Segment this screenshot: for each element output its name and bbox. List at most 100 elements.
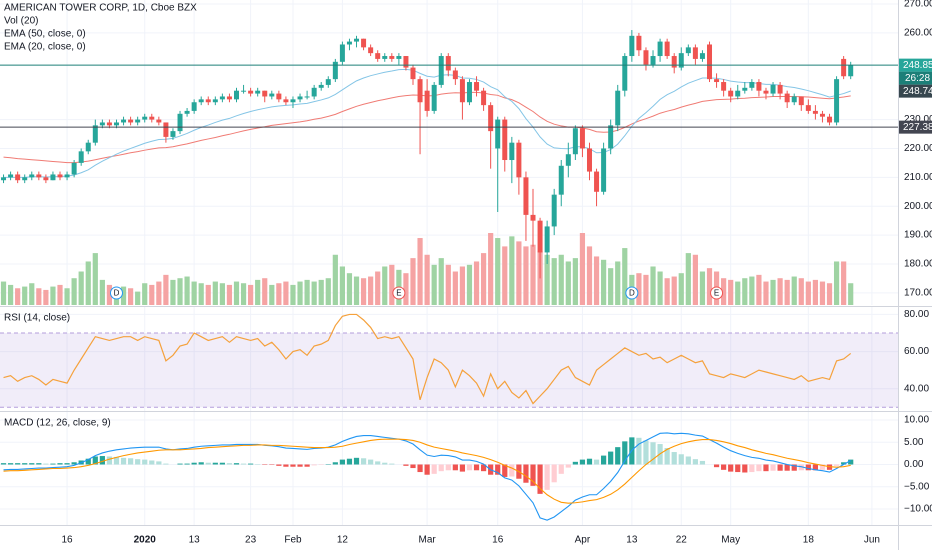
- y-tick-label: 180.00: [904, 259, 932, 270]
- volume-bar: [424, 254, 430, 305]
- volume-bar: [375, 271, 381, 305]
- volume-bar: [516, 241, 522, 305]
- legend-entry: Vol (20): [4, 16, 38, 27]
- candle-body: [262, 90, 268, 97]
- candle-body: [601, 148, 607, 192]
- candle-body: [452, 70, 458, 80]
- candle-body: [848, 65, 854, 77]
- volume-bar: [622, 248, 628, 305]
- volume-bar: [579, 233, 586, 305]
- candle-body: [742, 87, 748, 91]
- histogram-bar: [85, 458, 91, 465]
- volume-bar: [283, 281, 289, 305]
- volume-bar: [15, 288, 21, 305]
- event-label: E: [396, 289, 401, 298]
- histogram-bar: [163, 463, 169, 465]
- candle-body: [749, 82, 755, 88]
- y-tick-label: 5.00: [904, 437, 924, 448]
- candle-body: [537, 220, 543, 253]
- x-tick-label: May: [721, 535, 740, 546]
- volume-bar: [389, 264, 395, 305]
- histogram-bar: [608, 451, 614, 465]
- volume-bar: [671, 276, 677, 305]
- candle-body: [361, 38, 367, 48]
- event-marker: [625, 286, 639, 300]
- histogram-bar: [622, 441, 628, 465]
- histogram-bar: [43, 463, 49, 465]
- volume-bar: [184, 276, 190, 305]
- histogram-bar: [106, 456, 113, 465]
- histogram-bar: [466, 464, 473, 471]
- histogram-bar: [530, 464, 536, 486]
- histogram-bar: [389, 463, 395, 465]
- volume-bar: [410, 258, 416, 305]
- y-tick-label: −10.00: [904, 504, 932, 515]
- candle-body: [318, 84, 324, 88]
- volume-bar: [346, 273, 353, 305]
- candle-body: [763, 90, 769, 94]
- candle-body: [15, 174, 21, 181]
- histogram-bar: [15, 463, 21, 465]
- price-label-box: [899, 84, 932, 98]
- candle-body: [579, 128, 585, 149]
- histogram-bar: [615, 447, 621, 465]
- volume-bar: [551, 258, 557, 305]
- countdown-box: [899, 71, 932, 85]
- histogram-bar: [240, 463, 247, 465]
- candle-body: [297, 96, 303, 100]
- volume-bar: [480, 253, 487, 305]
- volume-bar: [798, 278, 804, 305]
- price-label-box: [899, 58, 932, 72]
- candle-body: [516, 142, 522, 178]
- volume-bar: [841, 261, 847, 305]
- pane-title: RSI (14, close): [4, 313, 70, 324]
- candle-body: [530, 214, 536, 221]
- rsi-band: [0, 333, 898, 408]
- x-tick-label: Mar: [418, 535, 436, 546]
- event-marker: [109, 286, 123, 300]
- volume-bar: [728, 279, 734, 305]
- volume-bar: [784, 279, 790, 305]
- candle-body: [241, 90, 247, 92]
- candle-body: [99, 122, 105, 126]
- volume-bar: [826, 283, 833, 305]
- histogram-bar: [417, 464, 423, 473]
- volume-bar: [71, 278, 77, 305]
- candle-body: [29, 174, 35, 178]
- histogram-bar: [791, 464, 797, 471]
- candle-body: [692, 47, 698, 59]
- price-label: 227.38: [903, 122, 932, 133]
- candle-body: [551, 194, 557, 227]
- histogram-bar: [636, 437, 642, 465]
- volume-bar: [99, 279, 105, 305]
- candle-body: [269, 93, 275, 97]
- volume-bar: [572, 258, 578, 305]
- x-tick-label: 16: [62, 535, 74, 546]
- volume-bar: [269, 284, 275, 305]
- y-tick-label: 210.00: [904, 172, 932, 183]
- histogram-bar: [410, 464, 416, 469]
- candle-body: [304, 96, 310, 98]
- histogram-bar: [770, 464, 776, 471]
- candle-body: [219, 96, 225, 100]
- histogram-bar: [71, 462, 77, 465]
- candle-body: [502, 119, 508, 161]
- volume-bar: [276, 283, 282, 305]
- volume-bar: [523, 246, 529, 305]
- histogram-bar: [502, 464, 508, 477]
- candle-body: [1, 177, 7, 181]
- candle-body: [608, 125, 614, 149]
- histogram-bar: [177, 463, 183, 465]
- candle-body: [128, 119, 134, 123]
- volume-bar: [742, 278, 748, 305]
- histogram-bar: [572, 461, 578, 465]
- volume-bar: [721, 278, 727, 305]
- volume-bar: [43, 289, 49, 305]
- volume-bar: [262, 278, 268, 305]
- event-marker: [710, 286, 724, 300]
- histogram-bar: [721, 464, 727, 470]
- histogram-bar: [742, 464, 748, 473]
- histogram-bar: [184, 463, 190, 465]
- histogram-bar: [565, 464, 571, 468]
